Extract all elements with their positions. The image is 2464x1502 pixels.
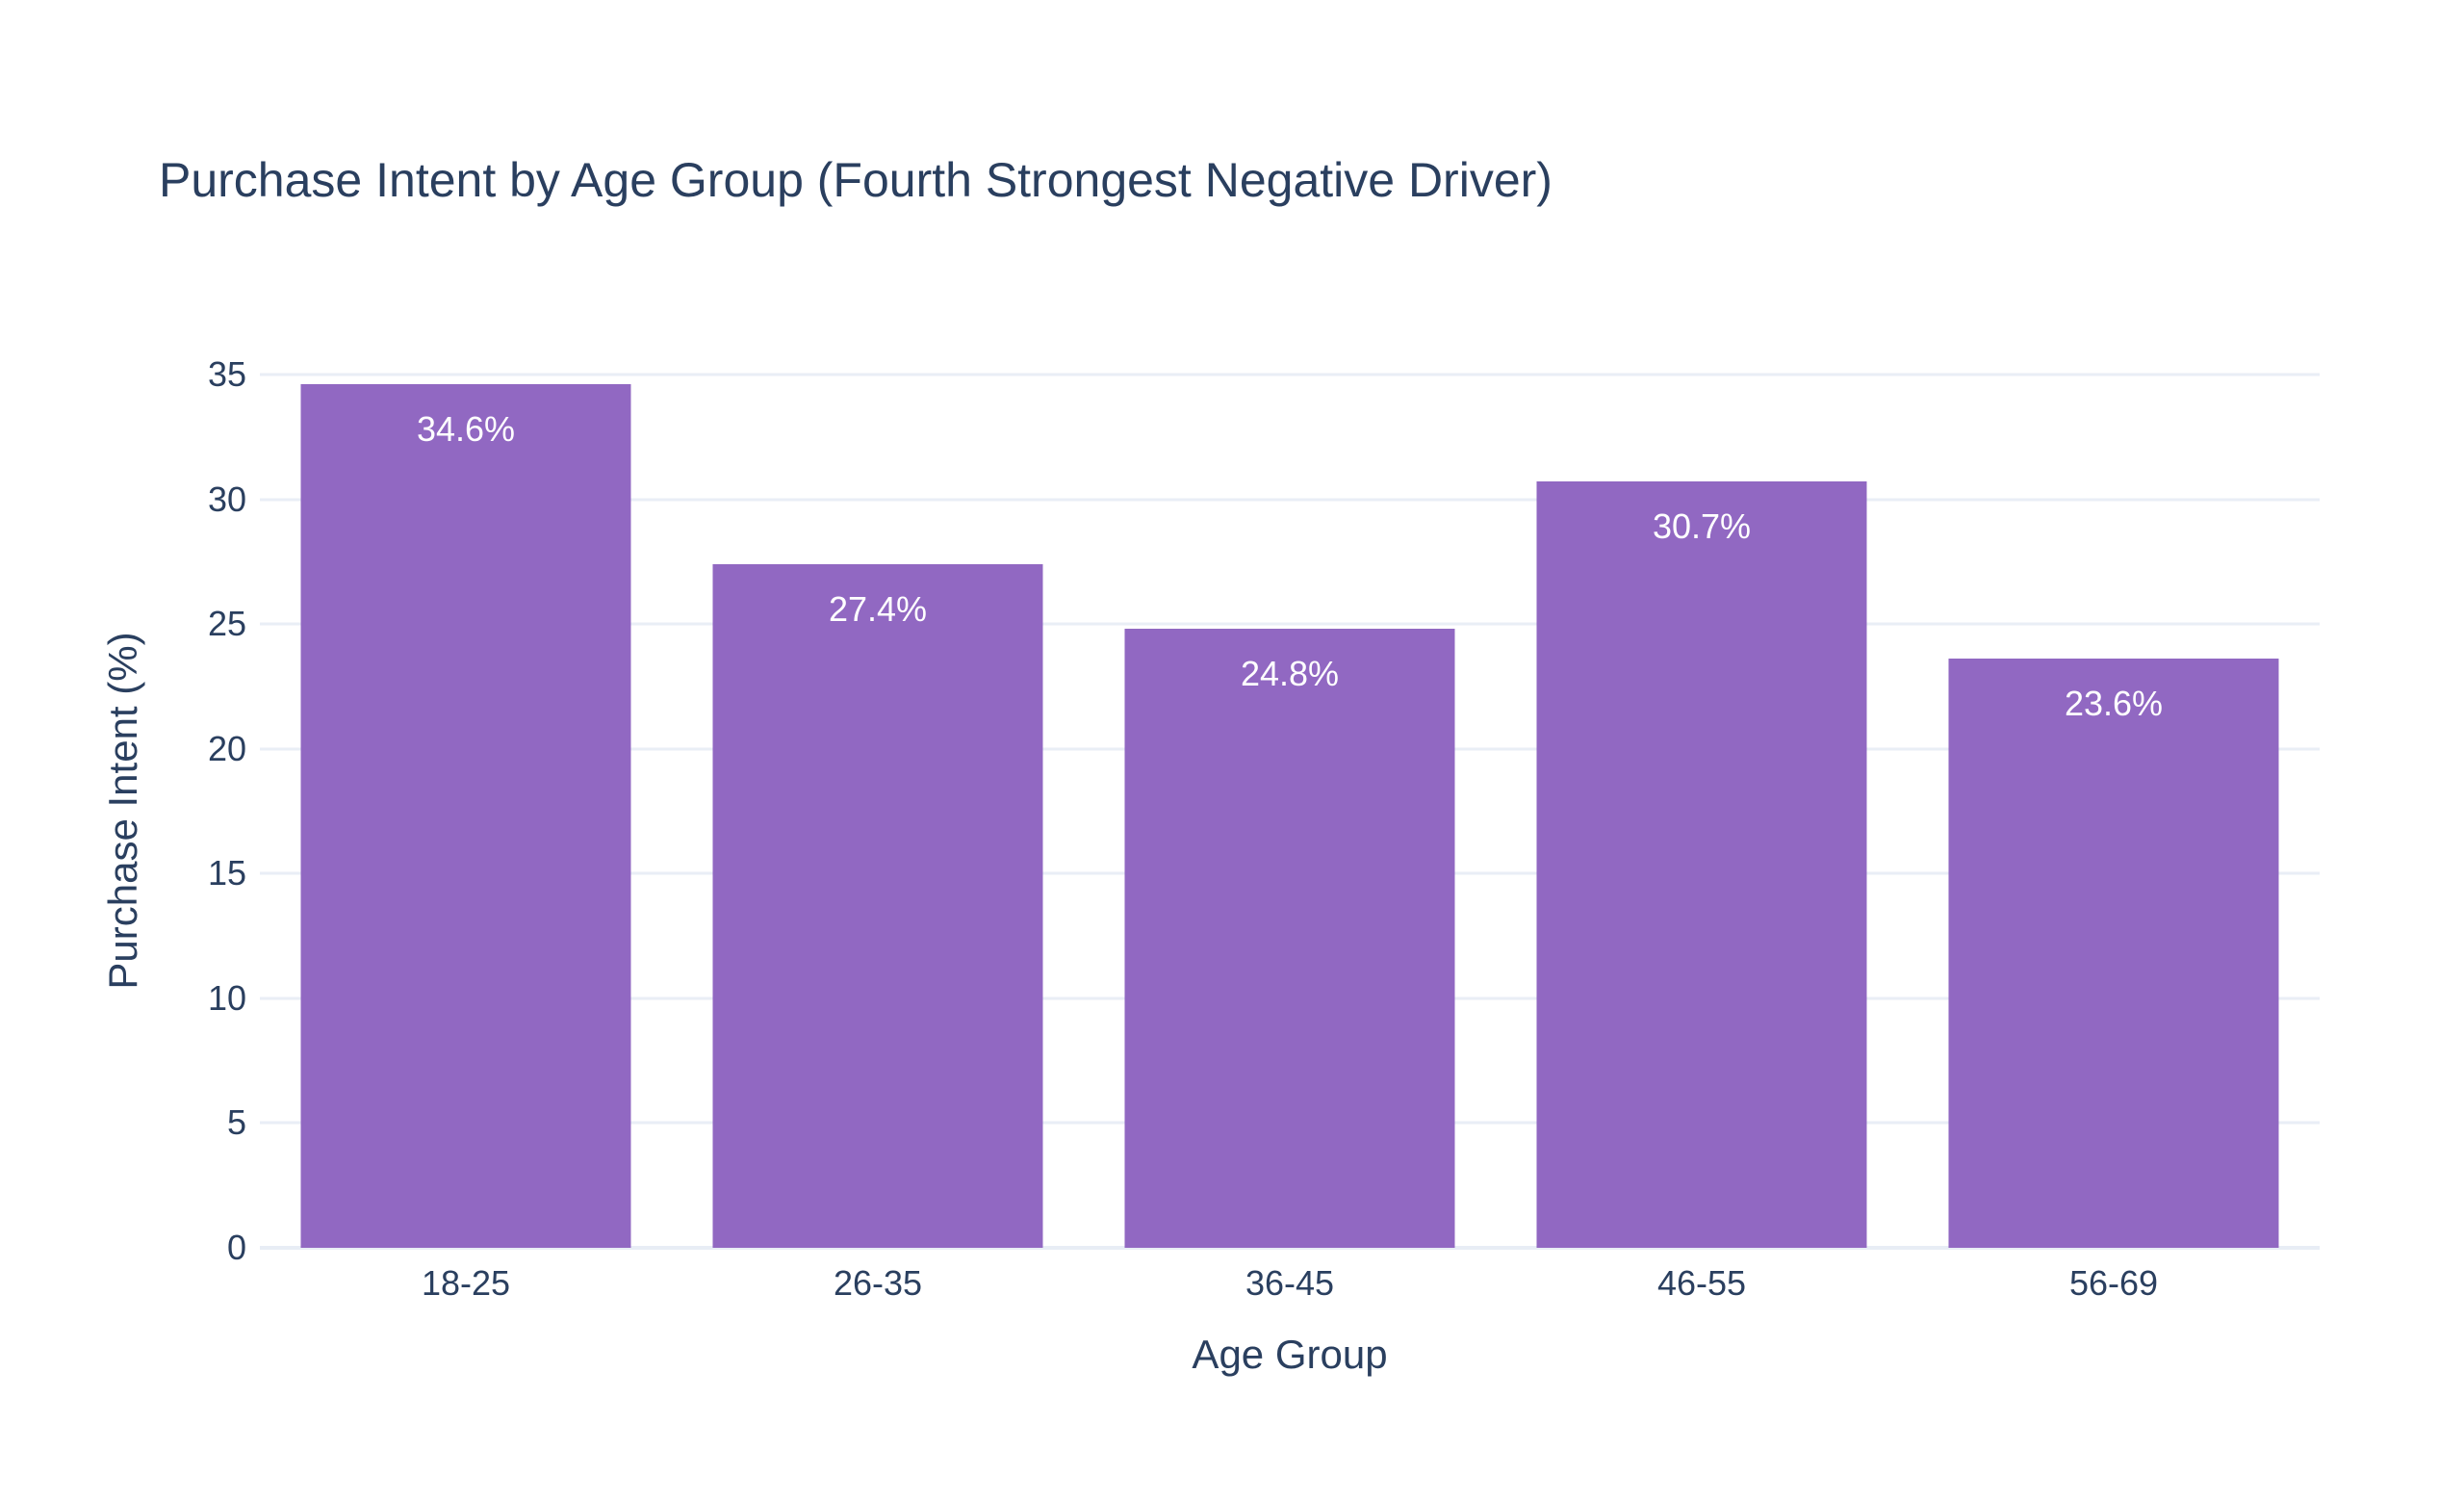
gridline-y-35: [260, 373, 2320, 376]
x-tick-label-26-35: 26-35: [833, 1263, 923, 1303]
bar-56-69[interactable]: 23.6%: [1948, 659, 2279, 1248]
bar-26-35[interactable]: 27.4%: [712, 563, 1043, 1248]
bar-36-45[interactable]: 24.8%: [1124, 629, 1455, 1248]
y-axis-title: Purchase Intent (%): [100, 632, 145, 990]
bar-value-label: 34.6%: [416, 409, 516, 450]
bar-18-25[interactable]: 34.6%: [300, 384, 631, 1248]
x-tick-label-56-69: 56-69: [2068, 1263, 2159, 1303]
bar-value-label: 23.6%: [2064, 684, 2164, 724]
bar-value-label: 30.7%: [1652, 506, 1752, 547]
x-tick-label-36-45: 36-45: [1245, 1263, 1335, 1303]
x-tick-label-18-25: 18-25: [421, 1263, 511, 1303]
gridline-y-30: [260, 498, 2320, 502]
x-axis-zeroline: [260, 1246, 2320, 1250]
bar-value-label: 24.8%: [1240, 654, 1340, 694]
bar-value-label: 27.4%: [828, 588, 928, 629]
gridline-y-25: [260, 622, 2320, 626]
x-tick-label-46-55: 46-55: [1656, 1263, 1747, 1303]
chart-title: Purchase Intent by Age Group (Fourth Str…: [159, 153, 1553, 207]
x-axis-title: Age Group: [1192, 1332, 1388, 1377]
bar-46-55[interactable]: 30.7%: [1536, 481, 1867, 1248]
plot-area: 0 5 10 15 20 25 30 35 34.6% 18-25 27.4% 26-35 24.8% 3…: [208, 357, 2320, 1303]
